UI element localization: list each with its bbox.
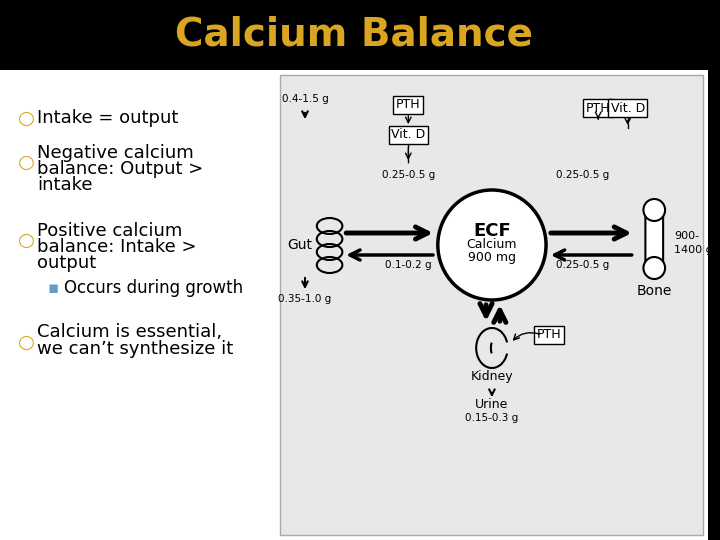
Text: Gut: Gut [287, 238, 312, 252]
Text: 0.1-0.2 g: 0.1-0.2 g [385, 260, 431, 270]
Text: 900-: 900- [674, 231, 699, 241]
Text: PTH: PTH [536, 328, 562, 341]
Text: Bone: Bone [636, 284, 672, 298]
Text: ECF: ECF [473, 222, 510, 240]
Text: ▪: ▪ [48, 279, 58, 297]
Text: 0.25-0.5 g: 0.25-0.5 g [382, 170, 435, 180]
Circle shape [644, 199, 665, 221]
Text: intake: intake [37, 176, 93, 194]
Text: ○: ○ [18, 152, 35, 172]
Circle shape [438, 190, 546, 300]
Text: Urine: Urine [475, 398, 508, 411]
Text: 0.4-1.5 g: 0.4-1.5 g [282, 94, 328, 104]
Text: Calcium: Calcium [467, 238, 517, 251]
Text: ○: ○ [18, 109, 35, 127]
Text: Vit. D: Vit. D [391, 129, 426, 141]
FancyBboxPatch shape [645, 205, 663, 275]
Text: PTH: PTH [396, 98, 420, 111]
FancyBboxPatch shape [0, 70, 708, 540]
Text: output: output [37, 254, 96, 272]
Text: balance: Output >: balance: Output > [37, 160, 204, 178]
Text: PTH: PTH [586, 102, 611, 114]
FancyBboxPatch shape [280, 75, 703, 535]
Text: we can’t synthesize it: we can’t synthesize it [37, 340, 233, 358]
Circle shape [644, 257, 665, 279]
Text: Kidney: Kidney [471, 370, 513, 383]
Text: Positive calcium: Positive calcium [37, 222, 183, 240]
Text: Calcium is essential,: Calcium is essential, [37, 323, 222, 341]
Text: 0.35-1.0 g: 0.35-1.0 g [279, 294, 332, 304]
Text: Vit. D: Vit. D [611, 102, 645, 114]
Text: ○: ○ [18, 231, 35, 249]
Text: ○: ○ [18, 333, 35, 352]
Text: 0.15-0.3 g: 0.15-0.3 g [465, 413, 518, 423]
Text: 0.25-0.5 g: 0.25-0.5 g [556, 170, 609, 180]
Text: Intake = output: Intake = output [37, 109, 179, 127]
Text: balance: Intake >: balance: Intake > [37, 238, 197, 256]
Text: 900 mg: 900 mg [468, 251, 516, 264]
Text: Occurs during growth: Occurs during growth [64, 279, 243, 297]
Text: 1400 g: 1400 g [674, 245, 713, 255]
Text: 0.25-0.5 g: 0.25-0.5 g [556, 260, 609, 270]
Text: Calcium Balance: Calcium Balance [175, 16, 534, 54]
Text: Negative calcium: Negative calcium [37, 144, 194, 162]
